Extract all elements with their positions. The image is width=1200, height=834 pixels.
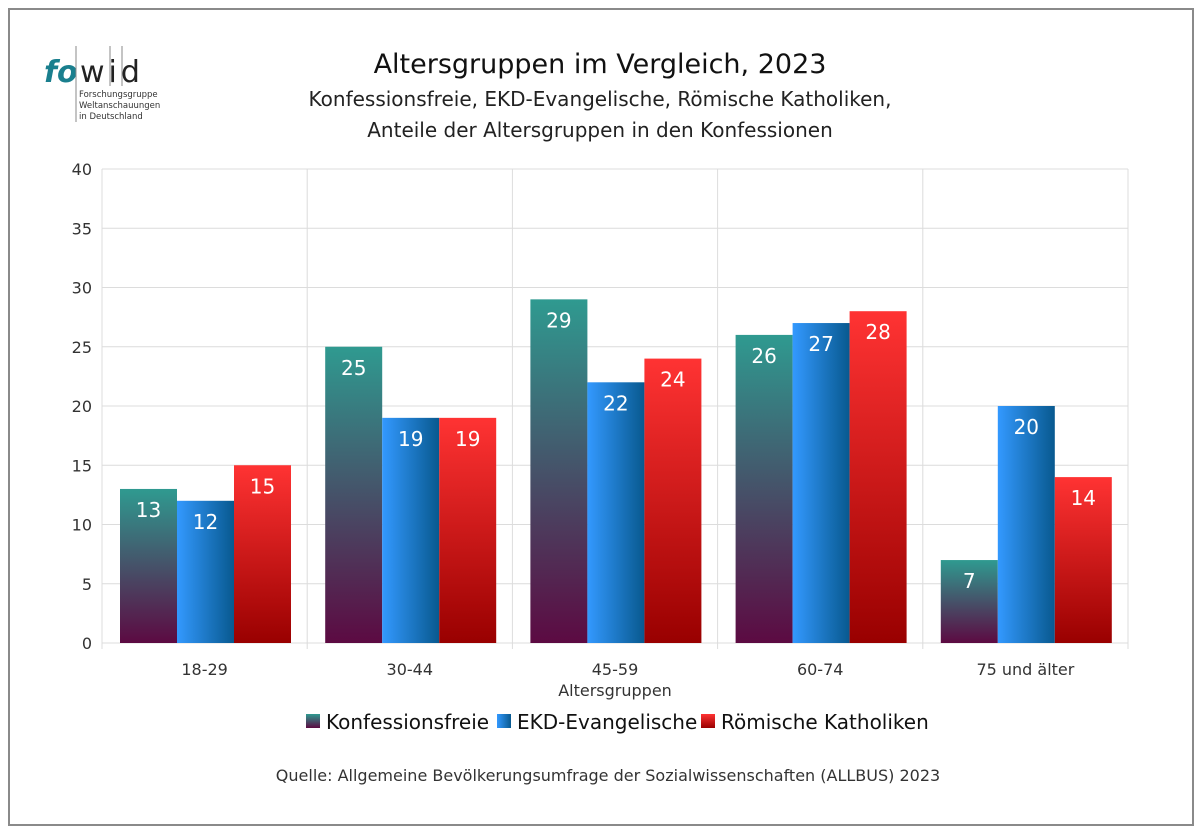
y-tick-label: 5 [82, 575, 92, 594]
legend-swatch [497, 714, 511, 728]
y-tick-label: 10 [72, 516, 92, 535]
x-axis-label: Altersgruppen [558, 681, 672, 700]
bar [644, 358, 702, 643]
y-tick-label: 0 [82, 634, 92, 653]
y-tick-label: 25 [72, 338, 92, 357]
data-label: 26 [751, 344, 776, 368]
chart-title: Altersgruppen im Vergleich, 2023 [374, 49, 827, 80]
data-label: 28 [865, 320, 890, 344]
x-tick-label: 30-44 [387, 660, 434, 679]
data-label: 13 [136, 498, 161, 522]
data-label: 19 [398, 427, 423, 451]
bar [997, 406, 1055, 643]
bar [1054, 477, 1112, 643]
data-label: 19 [455, 427, 480, 451]
y-tick-label: 20 [72, 397, 92, 416]
y-tick-label: 15 [72, 456, 92, 475]
logo-fo: fo [44, 55, 78, 90]
x-tick-label: 60-74 [797, 660, 844, 679]
data-label: 29 [546, 308, 571, 332]
data-label: 7 [963, 569, 976, 593]
bar [735, 334, 793, 643]
bar [530, 299, 588, 643]
logo-wid: wid [80, 55, 144, 90]
x-tick-label: 75 und älter [976, 660, 1074, 679]
bar [792, 323, 850, 643]
data-label: 15 [250, 474, 275, 498]
data-label: 14 [1071, 486, 1096, 510]
data-label: 22 [603, 391, 628, 415]
logo-sub: Weltanschauungen [79, 101, 160, 111]
logo-sub: in Deutschland [79, 112, 143, 122]
data-label: 12 [193, 510, 218, 534]
bar [177, 500, 234, 643]
y-tick-label: 35 [72, 219, 92, 238]
source-note: Quelle: Allgemeine Bevölkerungsumfrage d… [276, 766, 940, 785]
y-tick-label: 40 [72, 160, 92, 179]
y-tick-label: 30 [72, 279, 92, 298]
legend-label: EKD-Evangelische [517, 710, 697, 734]
legend-label: Römische Katholiken [721, 710, 929, 734]
bar [325, 346, 383, 643]
bar [382, 417, 440, 643]
bar [940, 560, 998, 643]
data-label: 27 [808, 332, 833, 356]
chart-subtitle: Konfessionsfreie, EKD-Evangelische, Römi… [309, 87, 892, 111]
bar [120, 488, 177, 643]
bar [587, 382, 645, 643]
legend-swatch [701, 714, 715, 728]
bar [439, 417, 497, 643]
logo-sub: Forschungsgruppe [79, 90, 158, 100]
x-tick-label: 45-59 [592, 660, 639, 679]
chart-subtitle: Anteile der Altersgruppen in den Konfess… [367, 118, 833, 142]
data-label: 20 [1014, 415, 1039, 439]
data-label: 25 [341, 356, 366, 380]
data-label: 24 [660, 368, 685, 392]
x-tick-label: 18-29 [181, 660, 228, 679]
bar [234, 465, 291, 643]
legend-swatch [306, 714, 320, 728]
logo: fo wid Forschungsgruppe Weltanschauungen… [44, 46, 160, 122]
bar [849, 311, 907, 643]
legend-label: Konfessionsfreie [326, 710, 489, 734]
